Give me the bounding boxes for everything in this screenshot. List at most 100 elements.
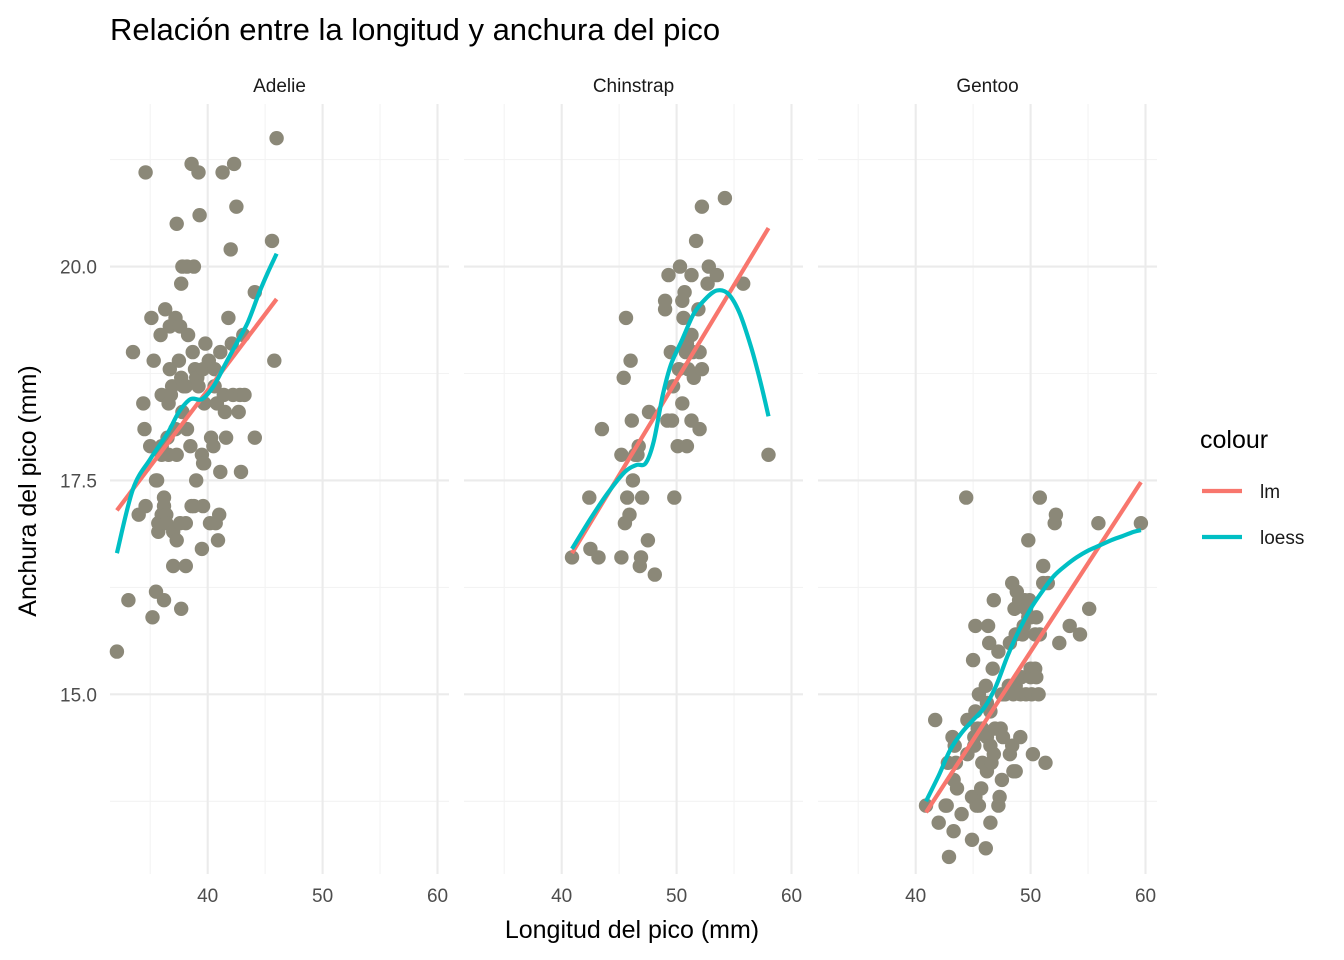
- chart-title: Relación entre la longitud y anchura del…: [110, 12, 720, 47]
- data-point: [183, 439, 198, 454]
- data-point: [269, 131, 284, 146]
- data-point: [939, 798, 954, 813]
- loess-curve-gentoo: [924, 528, 1142, 803]
- x-tick-label: 50: [666, 886, 687, 907]
- data-point: [233, 464, 249, 480]
- facet-label-gentoo: Gentoo: [956, 76, 1018, 97]
- data-point: [717, 190, 733, 206]
- data-point: [941, 849, 957, 865]
- x-tick-label: 60: [1135, 886, 1156, 907]
- data-point: [215, 165, 230, 180]
- data-point: [136, 396, 151, 411]
- data-point: [978, 678, 993, 693]
- x-axis-title: Longitud del pico (mm): [505, 916, 759, 944]
- legend-label-lm: lm: [1260, 482, 1280, 503]
- data-point: [614, 447, 629, 462]
- data-point: [191, 379, 206, 394]
- x-axis-ticks-gentoo: 40 50 60: [905, 886, 1156, 907]
- data-point: [986, 593, 1001, 608]
- data-point: [174, 601, 189, 616]
- data-point: [692, 421, 707, 437]
- data-point: [1025, 747, 1041, 762]
- data-point: [226, 156, 242, 172]
- x-tick-label: 50: [1020, 886, 1041, 907]
- lm-line-gentoo: [924, 481, 1143, 814]
- data-point: [1062, 618, 1077, 634]
- data-point: [178, 379, 193, 394]
- data-point: [169, 533, 184, 548]
- major-grid-adelie: [110, 104, 449, 874]
- minor-grid-adelie: [110, 104, 449, 874]
- data-point: [229, 199, 244, 214]
- points-chinstrap: [564, 190, 776, 582]
- data-point: [992, 789, 1007, 805]
- data-point: [158, 302, 173, 317]
- data-point: [138, 165, 153, 180]
- data-point: [640, 533, 656, 548]
- data-point: [174, 276, 189, 291]
- data-point: [694, 199, 710, 214]
- x-tick-label: 50: [312, 886, 333, 907]
- data-point: [149, 473, 165, 488]
- y-tick-label: 15.0: [60, 685, 97, 706]
- data-point: [641, 404, 657, 420]
- data-point: [736, 276, 751, 291]
- data-point: [616, 370, 631, 385]
- data-point: [1082, 601, 1097, 616]
- data-point: [221, 310, 236, 326]
- data-point: [218, 430, 234, 445]
- data-point: [700, 276, 715, 291]
- data-point: [985, 661, 1000, 676]
- data-point: [954, 806, 969, 822]
- data-point: [983, 815, 998, 830]
- legend-item-lm: lm: [1202, 482, 1280, 503]
- data-point: [672, 259, 688, 274]
- points-gentoo: [918, 490, 1149, 865]
- data-point: [137, 421, 152, 437]
- data-point: [121, 593, 136, 608]
- data-point: [213, 344, 228, 360]
- data-point: [1036, 558, 1051, 574]
- data-point: [620, 490, 635, 505]
- x-tick-label: 60: [781, 886, 802, 907]
- data-point: [162, 362, 177, 377]
- data-point: [109, 644, 125, 659]
- data-point: [192, 208, 207, 223]
- data-point: [675, 396, 690, 411]
- data-point: [267, 353, 282, 368]
- data-point: [156, 490, 172, 505]
- data-point: [618, 310, 634, 326]
- data-point: [1008, 764, 1023, 779]
- data-point: [197, 456, 212, 471]
- data-point: [145, 610, 160, 625]
- x-axis-ticks-chinstrap: 40 50 60: [551, 886, 802, 907]
- data-point: [661, 267, 676, 283]
- data-point: [195, 498, 211, 514]
- data-point: [264, 233, 280, 249]
- data-point: [964, 832, 980, 847]
- data-point: [761, 447, 776, 462]
- data-point: [931, 815, 946, 830]
- data-point: [180, 327, 196, 343]
- data-point: [186, 259, 202, 274]
- data-point: [959, 490, 974, 505]
- data-point: [994, 772, 1010, 788]
- y-axis-title: Anchura del pico (mm): [14, 365, 42, 616]
- data-point: [212, 507, 227, 522]
- loess-curve-chinstrap: [570, 288, 771, 551]
- data-point: [1038, 755, 1053, 770]
- panel-chinstrap: Chinstrap 40 50 60: [464, 76, 803, 907]
- data-point: [237, 387, 252, 403]
- major-grid-chinstrap: [464, 104, 803, 874]
- facet-panels: Adelie 40 50 60 Chinstrap 40 50 60 Gentoo 40 50 60 1…: [60, 76, 1157, 907]
- loess-curve-adelie: [114, 252, 279, 554]
- data-point: [634, 490, 650, 505]
- data-point: [171, 353, 187, 368]
- data-point: [153, 327, 168, 343]
- data-point: [1032, 490, 1048, 505]
- data-point: [1072, 627, 1088, 642]
- legend: colour lm loess: [1200, 426, 1304, 549]
- data-point: [156, 593, 172, 608]
- data-point: [667, 490, 682, 505]
